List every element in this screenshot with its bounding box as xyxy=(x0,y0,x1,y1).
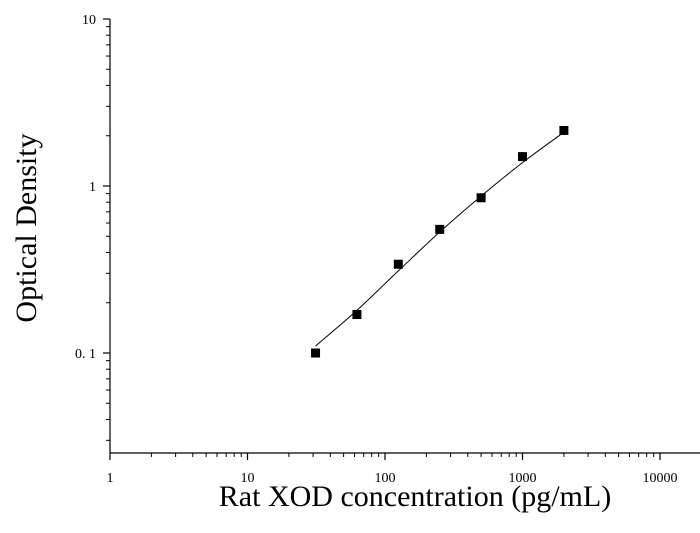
y-tick-label: 1 xyxy=(89,180,96,195)
data-point xyxy=(352,310,362,320)
data-point xyxy=(518,152,527,162)
x-tick-label: 1 xyxy=(107,471,114,486)
data-point xyxy=(311,348,321,358)
x-tick-label: 100 xyxy=(375,471,396,486)
axes xyxy=(109,19,700,454)
data-points xyxy=(311,125,569,358)
data-point xyxy=(559,125,569,135)
y-tick-label: 10 xyxy=(82,13,96,28)
x-tick-label: 1000 xyxy=(509,471,537,486)
y-axis-title: Optical Density xyxy=(10,133,43,322)
data-point xyxy=(393,259,403,269)
data-point xyxy=(435,224,445,234)
y-ticks: 0. 1 1 10 xyxy=(75,13,110,441)
y-tick-label: 0. 1 xyxy=(75,347,96,362)
data-point xyxy=(476,193,486,203)
x-tick-label: 10000 xyxy=(643,471,678,486)
x-tick-label: 10 xyxy=(241,471,255,486)
x-ticks: 1 10 100 1000 10000 xyxy=(107,453,678,486)
x-axis-title: Rat XOD concentration (pg/mL) xyxy=(219,480,611,513)
